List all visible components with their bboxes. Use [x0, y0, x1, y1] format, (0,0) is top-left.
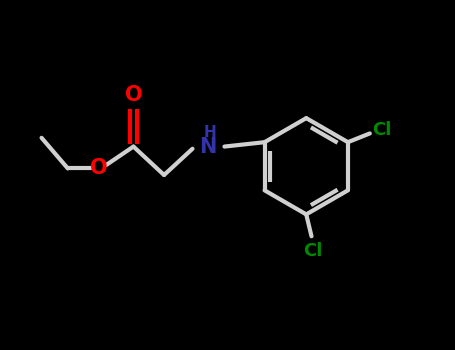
Text: H: H [204, 125, 217, 140]
Text: O: O [90, 159, 107, 178]
Text: Cl: Cl [372, 121, 391, 139]
Text: O: O [125, 85, 142, 105]
Text: N: N [199, 136, 217, 156]
Text: Cl: Cl [303, 242, 323, 260]
